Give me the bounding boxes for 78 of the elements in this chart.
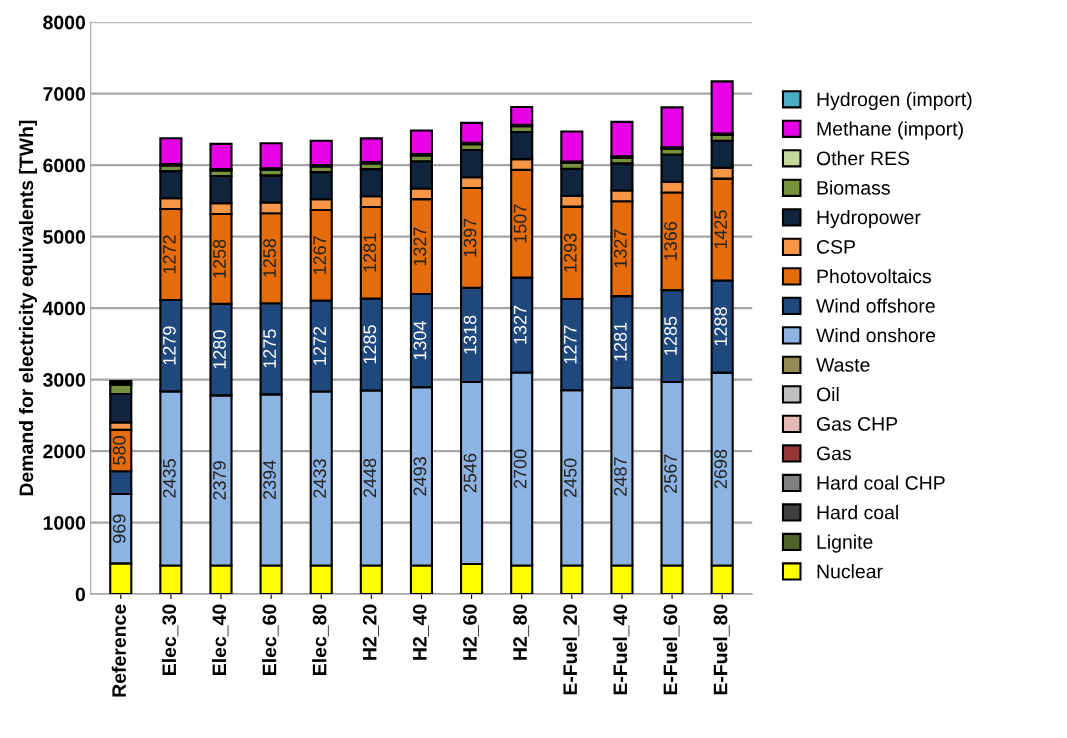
y-tick-label: 5000 <box>43 230 86 244</box>
y-tick-label: 3000 <box>43 373 86 387</box>
data-label: 1277 <box>563 325 577 364</box>
data-label: 2700 <box>513 449 527 489</box>
legend-label: Waste <box>816 358 870 372</box>
data-label: 2698 <box>714 449 728 489</box>
x-tick-label: H2_20 <box>362 604 379 660</box>
x-tick-label: H2_60 <box>463 604 479 660</box>
legend-label: Oil <box>816 387 839 402</box>
data-label: 1279 <box>162 326 176 365</box>
y-tick-label: 4000 <box>42 301 86 316</box>
data-label: 1507 <box>513 204 527 243</box>
data-label: 2493 <box>413 457 427 496</box>
data-label: 1258 <box>213 239 226 278</box>
y-tick-label: 2000 <box>43 444 86 459</box>
data-label: 1304 <box>413 321 427 360</box>
x-tick-label: H2_80 <box>513 604 530 660</box>
data-label: 1280 <box>213 330 226 369</box>
data-label: 1288 <box>714 307 728 346</box>
x-tick-label: Elec_30 <box>161 604 179 675</box>
data-label: 2487 <box>613 457 627 496</box>
data-label: 2435 <box>162 459 176 498</box>
x-tick-label: Elec_40 <box>211 604 229 675</box>
data-label: 1318 <box>463 315 477 354</box>
legend-label: Hard coal CHP <box>817 475 945 490</box>
data-label: 1267 <box>313 236 327 275</box>
data-label: 1281 <box>613 322 627 361</box>
data-label: 2546 <box>463 453 477 493</box>
data-label: 1281 <box>363 233 377 272</box>
x-tick-label: Reference <box>111 604 126 697</box>
data-label: 1275 <box>263 329 276 368</box>
legend-label: CSP <box>817 239 855 254</box>
data-label: 1272 <box>313 326 326 365</box>
data-label: 2450 <box>563 458 577 498</box>
x-tick-label: Elec_60 <box>262 604 279 675</box>
legend-label: Hydrogen (import) <box>817 91 972 111</box>
data-label: 1366 <box>664 221 677 260</box>
data-label: 1327 <box>613 229 627 268</box>
data-label: 2567 <box>664 454 677 493</box>
y-tick-label: 1000 <box>43 516 86 530</box>
legend-label: Hard coal <box>817 505 898 520</box>
data-label: 1425 <box>714 210 728 249</box>
legend-label: Other RES <box>816 150 910 166</box>
legend-label: Gas CHP <box>817 417 898 431</box>
x-tick-label: E-Fuel_40 <box>612 604 630 695</box>
legend-label: Photovoltaics <box>817 268 931 284</box>
data-label: 2394 <box>263 460 276 500</box>
data-label: 1258 <box>263 238 276 277</box>
y-tick-label: 7000 <box>43 87 86 101</box>
legend-label: Lignite <box>817 534 873 553</box>
y-tick-label: 0 <box>75 587 86 602</box>
data-label: 1293 <box>563 233 577 272</box>
legend-label: Biomass <box>817 180 890 195</box>
data-label: 1327 <box>413 227 427 266</box>
legend-label: Nuclear <box>817 564 883 579</box>
data-label: 969 <box>112 514 126 543</box>
data-label: 1285 <box>363 325 377 364</box>
x-tick-label: H2_40 <box>412 604 429 660</box>
data-label: 580 <box>112 436 126 465</box>
data-label: 1327 <box>513 305 527 344</box>
data-label: 1272 <box>162 235 176 274</box>
x-tick-label: E-Fuel_20 <box>562 604 580 695</box>
x-tick-label: Elec_80 <box>312 604 329 675</box>
data-label: 2448 <box>363 458 377 498</box>
legend-label: Wind onshore <box>816 327 936 343</box>
legend-label: Hydropower <box>817 209 921 229</box>
legend-label: Wind offshore <box>816 298 935 313</box>
data-label: 2433 <box>313 459 327 498</box>
x-tick-label: E-Fuel_60 <box>662 604 680 695</box>
x-tick-label: E-Fuel_80 <box>713 604 730 695</box>
legend-label: Methane (import) <box>817 121 963 140</box>
y-tick-label: 8000 <box>43 15 86 30</box>
y-tick-label: 6000 <box>43 158 86 173</box>
data-label: 1397 <box>463 218 477 257</box>
data-label: 1285 <box>664 316 677 355</box>
legend-label: Gas <box>817 446 851 461</box>
y-axis-title: Demand for electricity equivalents [TWh] <box>18 120 38 496</box>
data-label: 2379 <box>213 461 226 500</box>
